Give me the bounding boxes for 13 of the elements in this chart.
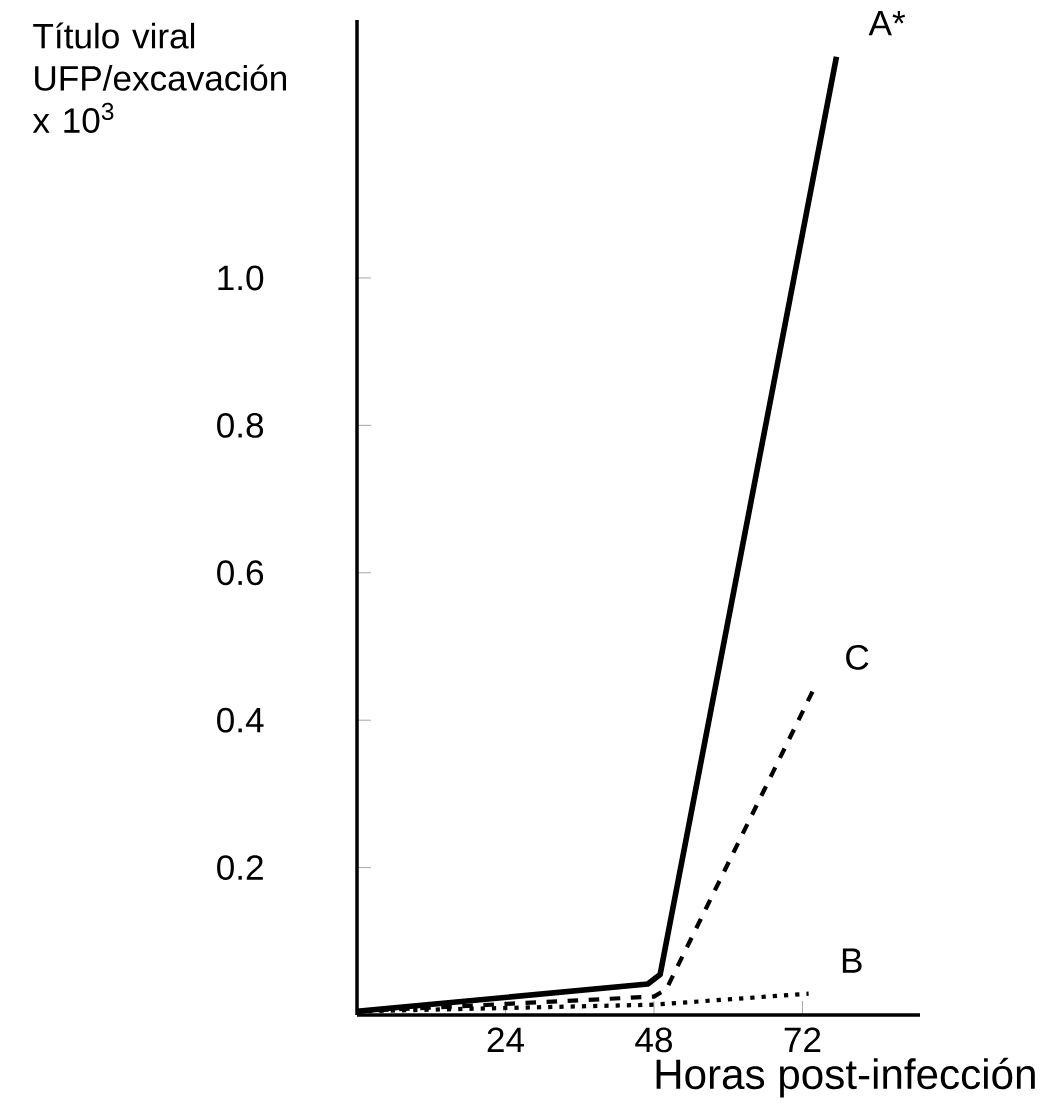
y-tick-label: 0.8 — [217, 412, 264, 438]
y-tick-label: 1.0 — [218, 265, 264, 291]
y-axis-title: Título viral UFP/excavación x 10$^{3}$ — [32, 22, 286, 133]
x-axis-title: Horas post-infección — [656, 1057, 1035, 1098]
y-tick-label: 0.6 — [217, 560, 264, 586]
x-tick-label: 24 — [487, 1027, 524, 1052]
x-tick-label: 72 — [784, 1027, 821, 1052]
series-label: C — [846, 644, 869, 670]
x-tick-label: 48 — [635, 1027, 672, 1053]
y-tick-label: 0.2 — [217, 855, 263, 881]
series-label: A* — [868, 11, 906, 36]
series-label: B — [842, 948, 862, 973]
y-tick-label: 0.4 — [217, 707, 264, 733]
